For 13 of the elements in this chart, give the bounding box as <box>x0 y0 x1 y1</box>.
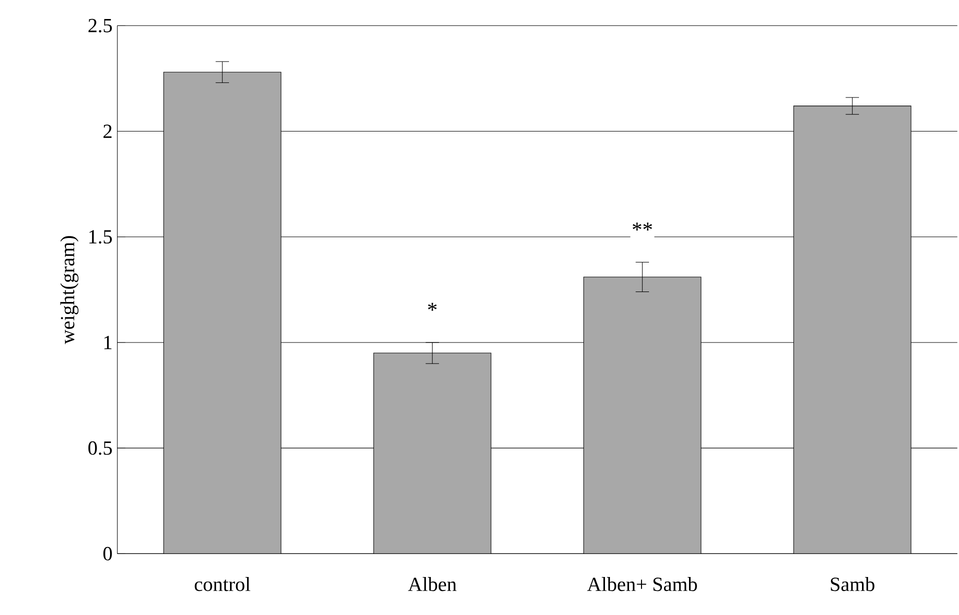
y-tick-label: 0.5 <box>88 441 112 455</box>
y-tick-label: 2 <box>104 124 112 138</box>
y-tick-label: 1.5 <box>89 230 112 244</box>
annotation: ** <box>632 222 652 230</box>
x-tick-label: Alben <box>408 577 456 592</box>
y-axis-title: weight(gram) <box>60 236 78 344</box>
annotation: * <box>428 302 437 311</box>
x-tick-label: Alben+ Samb <box>587 577 697 592</box>
y-tick-label: 0 <box>103 546 112 560</box>
y-tick-label: 1 <box>104 336 112 350</box>
y-tick-label: 2.5 <box>88 18 112 32</box>
x-tick-label: Samb <box>830 577 874 592</box>
x-tick-label: control <box>194 577 250 592</box>
